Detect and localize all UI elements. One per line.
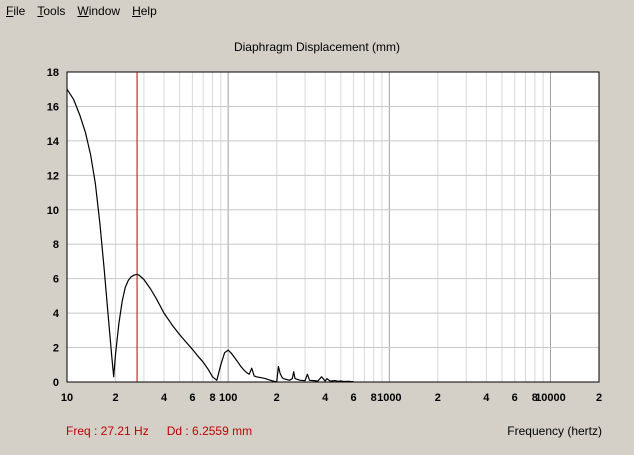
y-tick-label: 2 [53,343,59,355]
freq-readout: Freq : 27.21 Hz [66,424,149,438]
y-tick-label: 6 [53,274,59,286]
menu-tools-rest: ools [43,4,66,18]
y-tick-label: 10 [47,205,59,217]
y-tick-label: 12 [47,170,59,182]
x-tick-label: 4 [483,392,490,404]
x-tick-label: 8 [532,392,538,404]
menu-window-rest: indow [88,4,121,18]
x-tick-label: 1000 [377,392,401,404]
menu-help[interactable]: Help [132,4,157,18]
x-tick-label: 2 [274,392,280,404]
x-tick-label: 100 [219,392,237,404]
x-tick-label: 2 [596,392,602,404]
dd-readout: Dd : 6.2559 mm [166,424,253,438]
x-tick-label: 2 [435,392,441,404]
x-tick-label: 10000 [535,392,566,404]
x-tick-label: 6 [351,392,357,404]
y-tick-label: 14 [47,136,60,148]
y-tick-label: 18 [47,67,59,79]
x-tick-label: 6 [189,392,195,404]
y-tick-label: 8 [53,239,59,251]
y-tick-label: 4 [53,308,60,320]
cursor-readout: Freq : 27.21 Hz Dd : 6.2559 mm [66,424,252,438]
x-tick-label: 10 [61,392,73,404]
menu-window[interactable]: Window [77,4,121,18]
x-axis-label: Frequency (hertz) [507,424,602,438]
x-tick-label: 4 [161,392,168,404]
series-line [66,88,354,383]
menu-bar: File Tools Window Help [0,0,634,22]
menu-file[interactable]: File [6,4,26,18]
y-tick-label: 0 [53,377,59,389]
menu-file-rest: ile [13,4,26,18]
menu-tools[interactable]: Tools [37,4,66,18]
x-tick-label: 8 [209,392,215,404]
y-tick-label: 16 [47,101,59,113]
x-tick-label: 8 [371,392,377,404]
menu-help-rest: elp [140,4,157,18]
x-tick-label: 2 [112,392,118,404]
x-tick-label: 4 [322,392,329,404]
plot-area [67,72,599,382]
chart-title: Diaphragm Displacement (mm) [233,40,401,54]
x-tick-label: 6 [512,392,518,404]
plot-frame [66,71,600,383]
